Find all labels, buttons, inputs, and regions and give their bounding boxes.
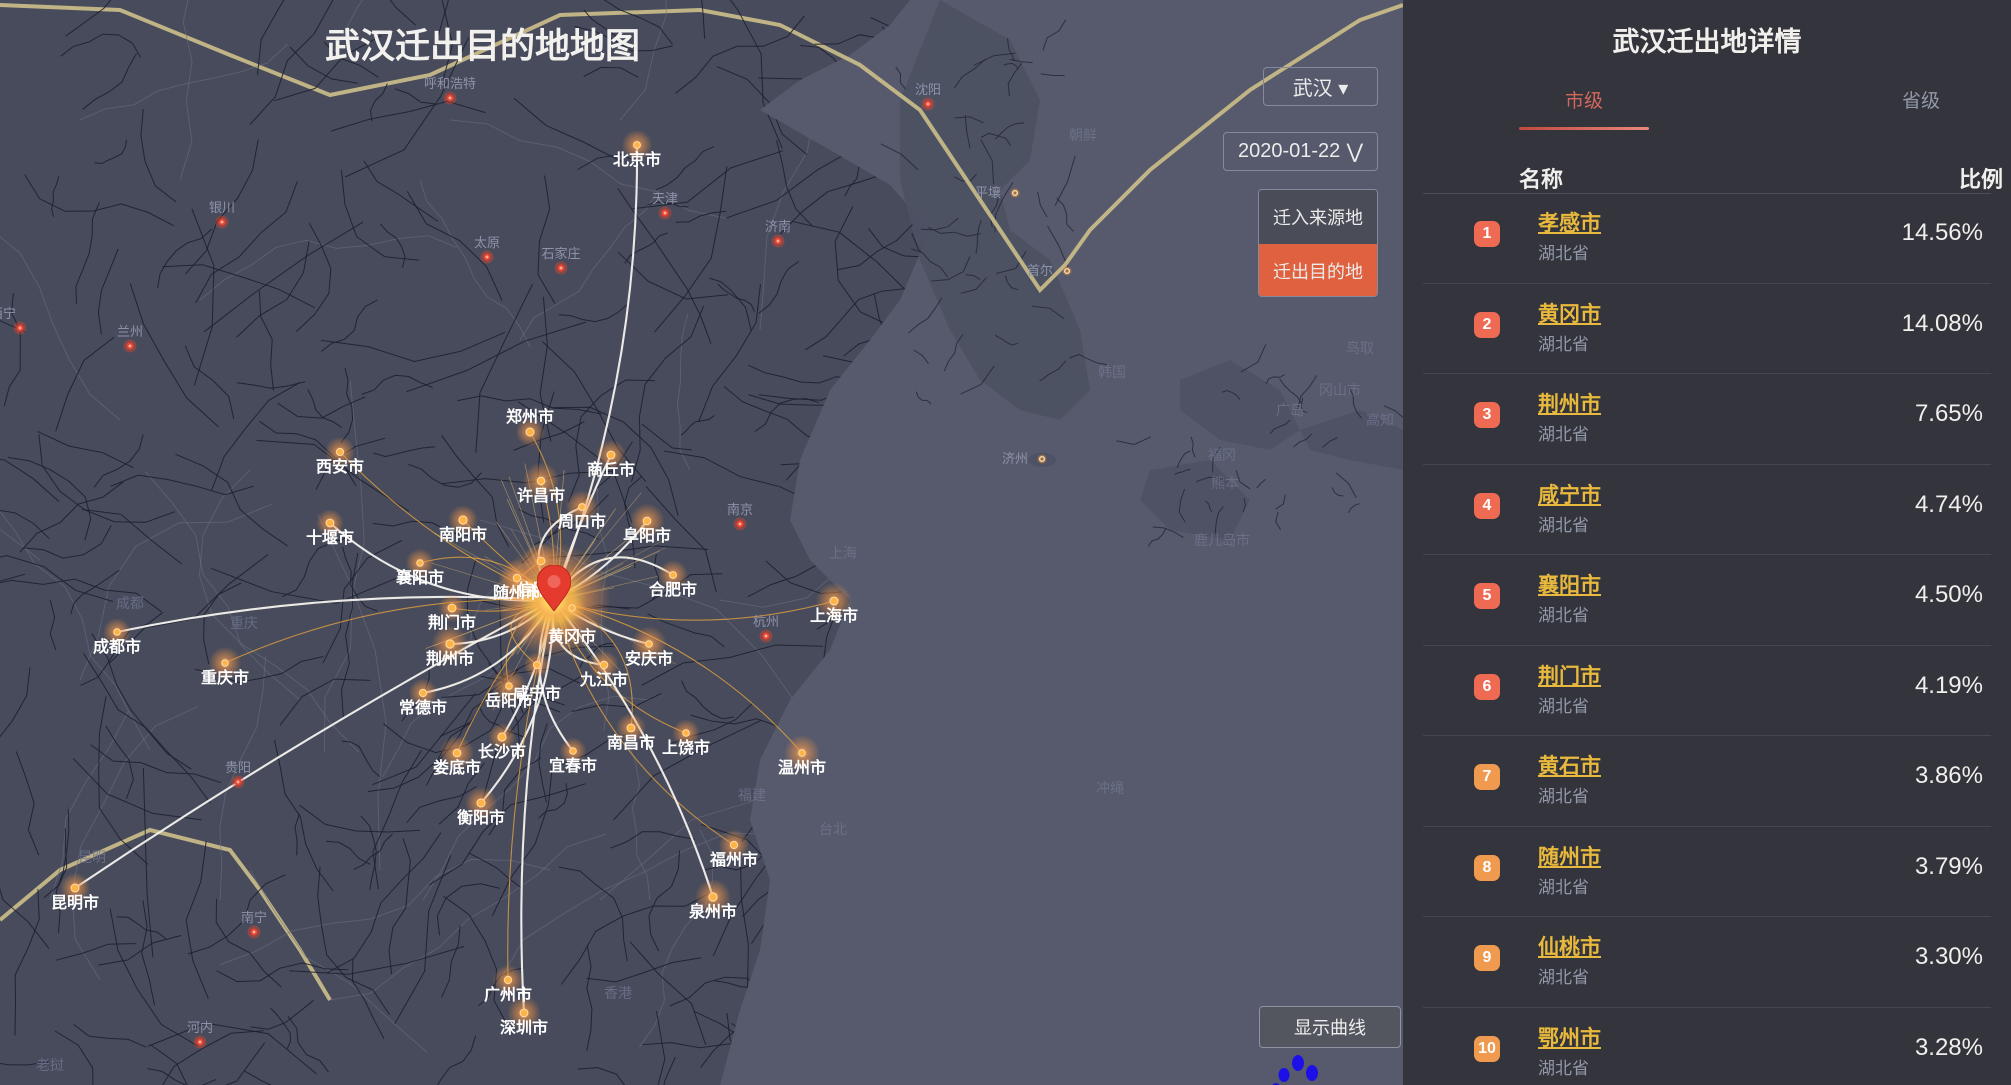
svg-text:河内: 河内: [187, 1020, 213, 1035]
svg-text:成都: 成都: [116, 595, 144, 611]
svg-text:许昌市: 许昌市: [517, 486, 565, 505]
svg-text:冈山市: 冈山市: [1319, 382, 1361, 398]
svg-text:杭州: 杭州: [753, 614, 779, 629]
svg-text:温州市: 温州市: [777, 758, 826, 777]
svg-text:西安市: 西安市: [316, 457, 364, 476]
svg-text:重庆: 重庆: [230, 615, 258, 631]
svg-text:阜阳市: 阜阳市: [623, 526, 671, 545]
svg-text:贵阳: 贵阳: [225, 760, 251, 775]
svg-text:鹿儿岛市: 鹿儿岛市: [1194, 532, 1250, 548]
svg-text:沈阳: 沈阳: [915, 82, 941, 97]
svg-text:天津: 天津: [652, 191, 678, 206]
svg-text:上海市: 上海市: [810, 606, 858, 625]
svg-text:韩国: 韩国: [1098, 364, 1126, 380]
svg-text:成都市: 成都市: [93, 637, 141, 656]
svg-text:南宁: 南宁: [241, 910, 267, 925]
svg-text:重庆市: 重庆市: [201, 668, 249, 687]
svg-text:西宁: 西宁: [0, 306, 16, 321]
svg-text:济南: 济南: [765, 219, 791, 234]
svg-text:福建: 福建: [738, 787, 766, 803]
svg-text:周口市: 周口市: [558, 512, 606, 531]
svg-text:朝鲜: 朝鲜: [1069, 127, 1097, 143]
svg-text:南京: 南京: [727, 502, 753, 517]
svg-text:福州市: 福州市: [709, 850, 758, 869]
svg-text:上海: 上海: [829, 545, 857, 561]
svg-text:商丘市: 商丘市: [587, 460, 635, 479]
svg-text:银川: 银川: [209, 200, 235, 215]
svg-text:岳阳市: 岳阳市: [485, 691, 533, 710]
svg-text:冲绳: 冲绳: [1096, 780, 1124, 796]
svg-text:郑州市: 郑州市: [506, 407, 554, 426]
svg-text:常德市: 常德市: [399, 698, 447, 717]
svg-text:泉州市: 泉州市: [689, 902, 737, 921]
svg-text:昆明: 昆明: [78, 849, 106, 865]
svg-text:南昌市: 南昌市: [607, 733, 655, 752]
svg-text:石家庄: 石家庄: [541, 246, 580, 261]
svg-text:香港: 香港: [604, 985, 632, 1001]
svg-text:首尔: 首尔: [1027, 263, 1053, 278]
svg-text:老挝: 老挝: [36, 1057, 64, 1073]
svg-text:上饶市: 上饶市: [662, 738, 710, 757]
svg-text:济州: 济州: [1002, 451, 1028, 466]
svg-text:荆门市: 荆门市: [428, 613, 476, 632]
svg-text:安庆市: 安庆市: [625, 649, 673, 668]
svg-text:南阳市: 南阳市: [439, 525, 487, 544]
svg-text:福冈: 福冈: [1208, 447, 1236, 463]
svg-text:北京市: 北京市: [613, 150, 661, 169]
svg-text:十堰市: 十堰市: [306, 528, 354, 547]
svg-text:九江市: 九江市: [579, 670, 628, 689]
svg-text:台北: 台北: [819, 821, 847, 837]
svg-text:合肥市: 合肥市: [649, 580, 697, 599]
svg-text:鸟取: 鸟取: [1346, 340, 1374, 356]
svg-text:广岛: 广岛: [1276, 402, 1304, 418]
svg-text:宜春市: 宜春市: [549, 756, 597, 775]
svg-text:长沙市: 长沙市: [478, 742, 526, 761]
svg-text:呼和浩特: 呼和浩特: [424, 76, 476, 91]
svg-text:黄冈市: 黄冈市: [548, 627, 596, 646]
svg-text:太原: 太原: [474, 235, 500, 250]
svg-text:广州市: 广州市: [484, 985, 532, 1004]
svg-text:襄阳市: 襄阳市: [395, 568, 444, 587]
svg-text:熊本: 熊本: [1211, 475, 1239, 491]
svg-text:衡阳市: 衡阳市: [457, 808, 505, 827]
svg-text:平壤: 平壤: [975, 185, 1001, 200]
svg-text:娄底市: 娄底市: [433, 758, 481, 777]
svg-text:高知: 高知: [1366, 412, 1394, 428]
svg-text:兰州: 兰州: [117, 324, 143, 339]
svg-text:深圳市: 深圳市: [500, 1018, 548, 1037]
svg-text:昆明市: 昆明市: [51, 893, 99, 912]
svg-text:荆州市: 荆州市: [426, 649, 474, 668]
